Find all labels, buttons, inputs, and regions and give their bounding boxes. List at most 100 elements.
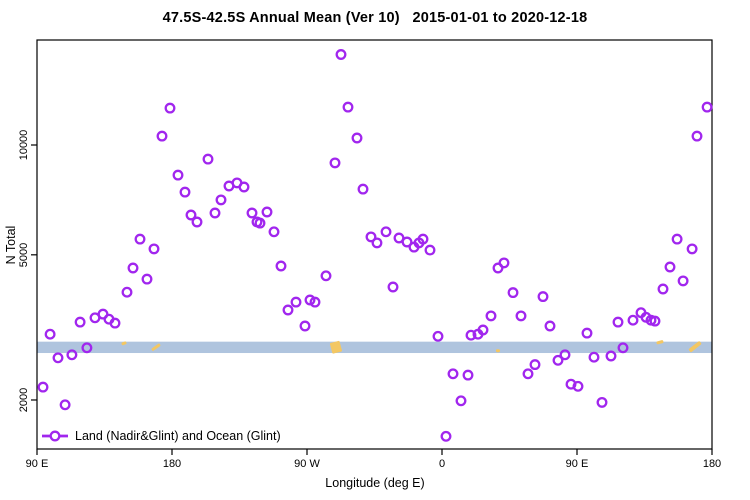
yellow-mark	[329, 340, 342, 354]
yellow-mark	[656, 340, 664, 345]
yellow-mark	[688, 341, 702, 353]
data-point	[522, 368, 534, 380]
x-axis-label: Longitude (deg E)	[325, 476, 425, 490]
data-point	[148, 243, 160, 255]
data-point	[309, 296, 321, 308]
plot-border	[36, 39, 713, 450]
data-point	[246, 207, 258, 219]
data-point	[275, 260, 287, 272]
data-point	[605, 350, 617, 362]
data-point	[209, 207, 221, 219]
data-point	[141, 273, 153, 285]
data-point	[657, 283, 669, 295]
highlight-band	[37, 341, 712, 354]
data-point	[179, 186, 191, 198]
data-point	[365, 231, 377, 243]
data-point	[185, 209, 197, 221]
y-tick-label: 2000	[18, 387, 30, 413]
data-point	[677, 275, 689, 287]
x-tick-label: 90 E	[565, 458, 589, 470]
data-point	[66, 349, 78, 361]
x-tick-label: 180	[162, 458, 182, 470]
data-point	[498, 257, 510, 269]
data-point	[485, 310, 497, 322]
data-point	[164, 102, 176, 114]
data-point	[335, 49, 347, 60]
data-point	[417, 233, 429, 245]
data-point	[596, 396, 608, 408]
data-point	[432, 330, 444, 342]
data-point	[649, 315, 661, 327]
y-tick-label: 5000	[18, 242, 30, 268]
data-point	[37, 381, 49, 393]
data-point	[691, 130, 703, 142]
data-point	[664, 261, 676, 273]
data-point	[537, 291, 549, 303]
data-point	[387, 281, 399, 293]
data-point	[121, 286, 133, 298]
data-point	[581, 327, 593, 339]
yellow-mark	[495, 349, 500, 353]
chart-title: 47.5S-42.5S Annual Mean (Ver 10) 2015-01…	[162, 10, 588, 26]
y-tick-label: 10000	[18, 129, 30, 161]
data-point	[254, 217, 266, 229]
data-point	[44, 328, 56, 340]
data-point	[304, 294, 316, 306]
x-tick-label: 90 W	[294, 458, 320, 470]
data-point	[342, 101, 354, 113]
data-point	[617, 342, 629, 354]
data-point	[351, 132, 363, 144]
data-point	[81, 342, 93, 354]
legend-marker-circle	[49, 430, 61, 442]
data-point	[701, 101, 713, 113]
data-point	[371, 237, 383, 249]
legend-label: Land (Nadir&Glint) and Ocean (Glint)	[75, 429, 281, 443]
data-point	[52, 352, 64, 364]
data-point	[172, 169, 184, 181]
data-point	[627, 314, 639, 326]
data-point	[559, 349, 571, 361]
data-point	[329, 157, 341, 169]
data-point	[515, 310, 527, 322]
data-point	[572, 380, 584, 392]
data-point	[462, 369, 474, 381]
data-point	[552, 354, 564, 366]
data-point	[529, 359, 541, 371]
data-point	[671, 233, 683, 245]
data-point	[215, 194, 227, 206]
data-point	[156, 130, 168, 142]
data-point	[238, 181, 250, 193]
data-point	[424, 244, 436, 256]
data-point	[134, 233, 146, 245]
data-point	[465, 329, 477, 341]
data-point	[477, 324, 489, 336]
data-point	[268, 226, 280, 238]
data-point	[74, 316, 86, 328]
data-point	[290, 296, 302, 308]
data-point	[127, 262, 139, 274]
x-tick-label: 0	[438, 458, 446, 470]
data-point	[202, 153, 214, 165]
x-tick-label: 180	[702, 458, 722, 470]
data-point	[299, 320, 311, 332]
yellow-mark	[121, 341, 127, 346]
data-point	[686, 243, 698, 255]
yellow-mark	[151, 343, 161, 351]
data-point	[588, 351, 600, 363]
data-point	[59, 399, 71, 411]
data-point	[109, 317, 121, 329]
data-point	[612, 316, 624, 328]
data-point	[191, 216, 203, 228]
data-point	[447, 368, 459, 380]
data-point	[401, 236, 413, 248]
x-tick-label: 90 E	[25, 458, 49, 470]
data-point	[507, 287, 519, 299]
data-point	[544, 320, 556, 332]
data-point	[455, 395, 467, 407]
data-point	[261, 206, 273, 218]
data-point	[282, 304, 294, 316]
data-point	[320, 270, 332, 282]
data-point	[440, 430, 452, 442]
